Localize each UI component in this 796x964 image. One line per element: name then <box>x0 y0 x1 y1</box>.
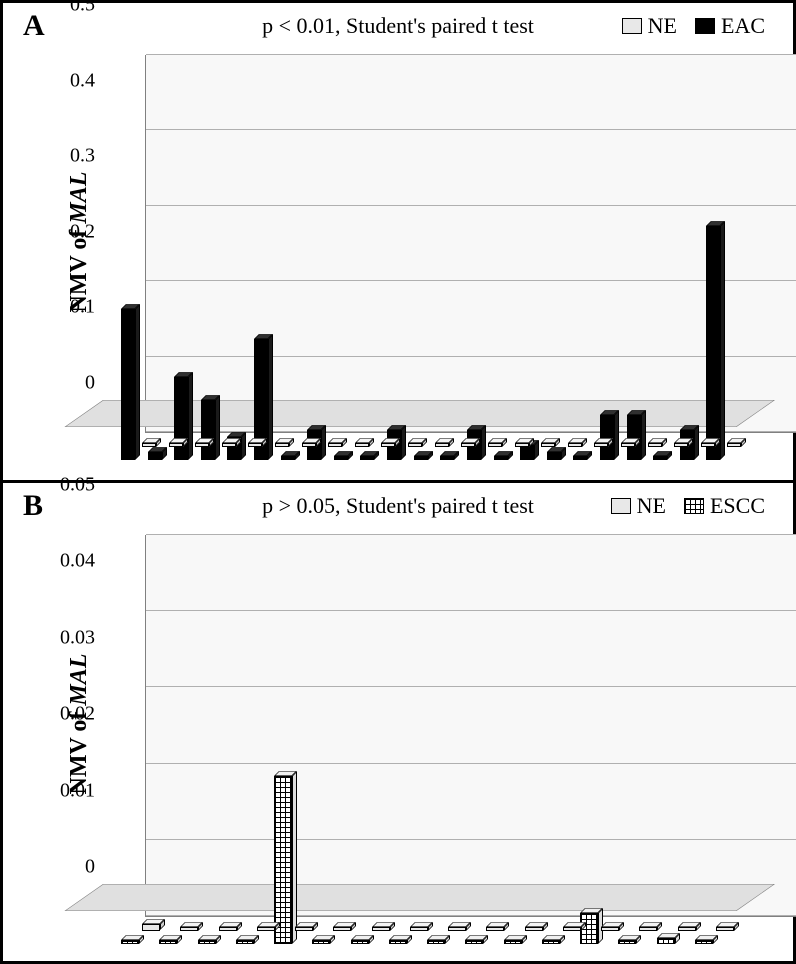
ytick-label: 0.5 <box>70 0 95 17</box>
ytick-label: 0.3 <box>70 145 95 168</box>
panel-b: B p > 0.05, Student's paired t test NE E… <box>3 483 793 964</box>
ytick-label: 0 <box>85 372 95 395</box>
panel-a: A p < 0.01, Student's paired t test NE E… <box>3 3 793 483</box>
legend-swatch-escc <box>684 498 704 514</box>
figure-container: A p < 0.01, Student's paired t test NE E… <box>0 0 796 964</box>
legend-item-escc: ESCC <box>684 493 765 519</box>
panel-a-legend: NE EAC <box>622 13 765 39</box>
legend-label-ne-b: NE <box>637 493 666 519</box>
ylabel-italic-b: MAL <box>66 653 92 705</box>
ytick-label: 0.4 <box>70 69 95 92</box>
panel-a-bars <box>103 55 775 460</box>
legend-item-ne-b: NE <box>611 493 666 519</box>
panel-b-legend: NE ESCC <box>611 493 765 519</box>
legend-label-ne: NE <box>648 13 677 39</box>
legend-label-eac: EAC <box>721 13 765 39</box>
ytick-label: 0.01 <box>60 779 95 802</box>
panel-b-bars <box>103 535 775 944</box>
ylabel-italic: MAL <box>66 171 92 223</box>
legend-label-escc: ESCC <box>710 493 765 519</box>
ytick-label: 0.02 <box>60 703 95 726</box>
ytick-label: 0 <box>85 856 95 879</box>
ytick-label: 0.2 <box>70 220 95 243</box>
panel-b-chart: 00.010.020.030.040.05 <box>103 535 775 944</box>
panel-a-chart: 00.10.20.30.40.5 <box>103 55 775 460</box>
ytick-label: 0.05 <box>60 474 95 497</box>
ytick-label: 0.04 <box>60 550 95 573</box>
legend-item-eac: EAC <box>695 13 765 39</box>
ytick-label: 0.1 <box>70 296 95 319</box>
legend-swatch-eac <box>695 18 715 34</box>
legend-item-ne: NE <box>622 13 677 39</box>
legend-swatch-ne-b <box>611 498 631 514</box>
legend-swatch-ne <box>622 18 642 34</box>
ytick-label: 0.03 <box>60 626 95 649</box>
